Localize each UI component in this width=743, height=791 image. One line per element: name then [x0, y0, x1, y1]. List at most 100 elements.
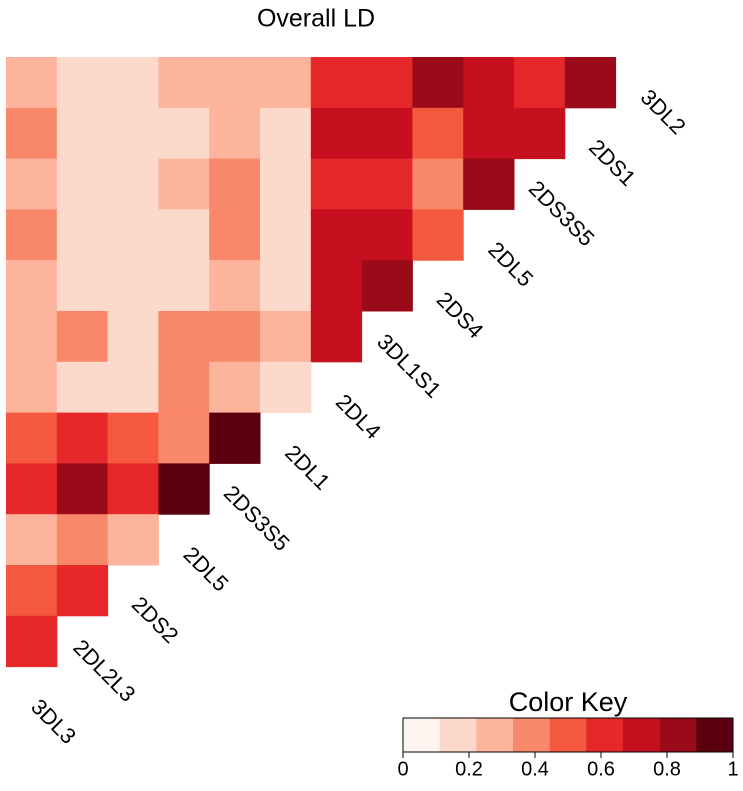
color-key-title: Color Key	[509, 687, 628, 717]
heatmap-cell	[361, 107, 413, 160]
color-key-swatch	[403, 718, 440, 752]
heatmap-cell	[6, 361, 58, 414]
color-key-swatch	[659, 718, 697, 752]
heatmap-cell	[209, 158, 261, 210]
heatmap-cell	[107, 361, 159, 414]
color-key-tick-label: 0.6	[587, 758, 615, 780]
heatmap-cell	[209, 57, 261, 109]
heatmap-cell	[56, 107, 109, 160]
heatmap-cell	[6, 514, 58, 566]
heatmap-cell	[310, 57, 363, 109]
heatmap-cell	[56, 57, 109, 109]
heatmap-cell	[107, 107, 159, 160]
heatmap-cell	[6, 260, 58, 312]
heatmap-cell	[260, 311, 312, 363]
row-label: 2DS3S5	[524, 176, 600, 252]
chart-title: Overall LD	[257, 5, 375, 33]
row-label: 2DL2L3	[68, 635, 140, 707]
heatmap-cell	[56, 209, 109, 261]
heatmap-cell	[260, 260, 312, 312]
heatmap-cell	[412, 158, 464, 210]
color-key-tick-label: 0.8	[653, 758, 681, 780]
color-key-tick-label: 0.4	[521, 758, 549, 780]
color-key-swatch	[439, 718, 477, 752]
heatmap-cell	[310, 209, 363, 261]
color-key-tick-label: 0	[397, 758, 408, 780]
row-label: 2DS4	[432, 287, 489, 344]
heatmap-cell	[361, 57, 413, 109]
heatmap-cell	[6, 311, 58, 363]
heatmap-cell	[56, 311, 109, 363]
row-label: 2DS1	[584, 134, 641, 191]
row-label: 2DS3S5	[219, 480, 295, 556]
heatmap-cell	[6, 615, 58, 668]
heatmap-cell	[158, 57, 210, 109]
row-label: 2DS2	[127, 592, 184, 649]
heatmap-cell	[209, 260, 261, 312]
heatmap-cell	[514, 107, 566, 160]
color-key-swatch	[696, 718, 734, 752]
heatmap-cell	[6, 565, 58, 617]
heatmap-cell	[56, 361, 109, 414]
heatmap-cell	[514, 57, 566, 109]
heatmap-cell	[6, 158, 58, 210]
row-label: 3DL1S1	[372, 329, 446, 403]
color-key-tick-label: 1	[727, 758, 738, 780]
heatmap-cell	[310, 311, 363, 363]
heatmap-cell	[209, 412, 261, 464]
color-key-swatch	[513, 718, 550, 752]
heatmap-cell	[412, 107, 464, 160]
heatmap-cell	[260, 209, 312, 261]
heatmap-cell	[107, 514, 159, 566]
heatmap-cell	[310, 107, 363, 160]
heatmap-cell	[6, 107, 58, 160]
heatmap-cell	[107, 57, 159, 109]
heatmap-cell	[564, 57, 617, 109]
heatmap-cell	[158, 107, 210, 160]
heatmap-cell	[158, 209, 210, 261]
heatmap-cell	[209, 311, 261, 363]
color-key-swatch	[476, 718, 514, 752]
heatmap-cell	[56, 260, 109, 312]
heatmap-cell	[158, 311, 210, 363]
color-key-swatch	[549, 718, 587, 752]
heatmap-cell	[463, 107, 515, 160]
row-label: 2DL5	[179, 542, 234, 597]
heatmap-cell	[361, 209, 413, 261]
heatmap-cell	[361, 158, 413, 210]
heatmap-cell	[260, 57, 312, 109]
heatmap-cell	[6, 463, 58, 515]
heatmap-cell	[107, 412, 159, 464]
row-label: 2DL5	[483, 237, 538, 292]
heatmap-cell	[260, 361, 312, 414]
color-key-frame	[402, 717, 734, 753]
heatmap-cell	[209, 361, 261, 414]
heatmap-cell	[463, 57, 515, 109]
heatmap-cell	[6, 412, 58, 464]
heatmap-cell	[56, 158, 109, 210]
heatmap-cell	[158, 158, 210, 210]
color-key-swatch	[586, 718, 624, 752]
color-key-swatch	[623, 718, 660, 752]
heatmap-cell	[56, 565, 109, 617]
heatmap-cell	[56, 463, 109, 515]
heatmap-cell	[6, 209, 58, 261]
heatmap-cell	[107, 158, 159, 210]
heatmap-cell	[209, 107, 261, 160]
heatmap-cell	[56, 514, 109, 566]
row-label: 3DL2	[636, 84, 691, 139]
heatmap-cell	[158, 361, 210, 414]
heatmap-cell	[107, 260, 159, 312]
heatmap-cell	[6, 57, 58, 109]
heatmap-cell	[463, 158, 515, 210]
heatmap-cell	[158, 412, 210, 464]
heatmap-cell	[158, 260, 210, 312]
heatmap-cell	[107, 311, 159, 363]
color-key-tick-label: 0.2	[455, 758, 483, 780]
heatmap-cell	[260, 107, 312, 160]
heatmap-cell	[310, 260, 363, 312]
row-label: 2DL1	[280, 440, 335, 495]
heatmap-cell	[107, 209, 159, 261]
heatmap-cell	[56, 412, 109, 464]
heatmap-cell	[158, 463, 210, 515]
